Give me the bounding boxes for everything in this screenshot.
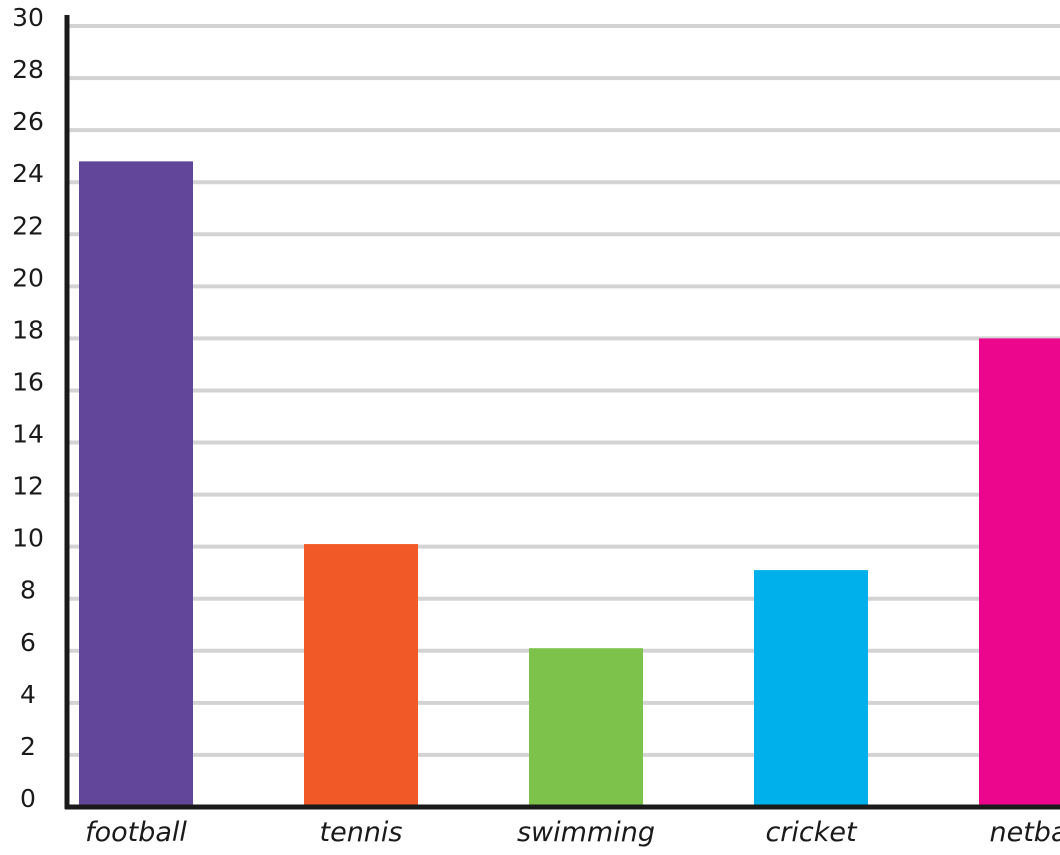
axes xyxy=(64,15,1060,810)
y-tick-label: 14 xyxy=(12,420,44,449)
y-tick-label: 20 xyxy=(12,263,44,292)
y-tick-label: 10 xyxy=(12,524,44,553)
y-tick-label: 0 xyxy=(20,784,36,813)
y-tick-label: 22 xyxy=(12,211,44,240)
x-category-label: tennis xyxy=(320,817,403,848)
bar-football xyxy=(79,161,193,807)
y-tick-label: 18 xyxy=(12,315,44,344)
y-tick-label: 28 xyxy=(12,55,44,84)
y-tick-label: 26 xyxy=(12,107,44,136)
gridlines xyxy=(67,24,1060,757)
bars xyxy=(79,161,1060,807)
bar-netball xyxy=(979,338,1060,807)
x-category-labels: football tennis swimming cricket netball xyxy=(85,817,1060,848)
x-category-label: football xyxy=(85,817,187,848)
bar-swimming xyxy=(529,648,643,807)
x-category-label: swimming xyxy=(517,817,655,848)
y-tick-label: 12 xyxy=(12,472,44,501)
x-category-label: netball xyxy=(990,817,1060,848)
bar-tennis xyxy=(304,544,418,807)
y-tick-label: 30 xyxy=(12,3,44,32)
y-tick-label: 6 xyxy=(20,628,36,657)
y-tick-label: 8 xyxy=(20,576,36,605)
x-category-label: cricket xyxy=(765,817,858,848)
y-tick-label: 16 xyxy=(12,367,44,396)
y-tick-label: 4 xyxy=(20,680,36,709)
bar-cricket xyxy=(754,570,868,807)
y-tick-label: 24 xyxy=(12,159,44,188)
y-tick-label: 2 xyxy=(20,732,36,761)
